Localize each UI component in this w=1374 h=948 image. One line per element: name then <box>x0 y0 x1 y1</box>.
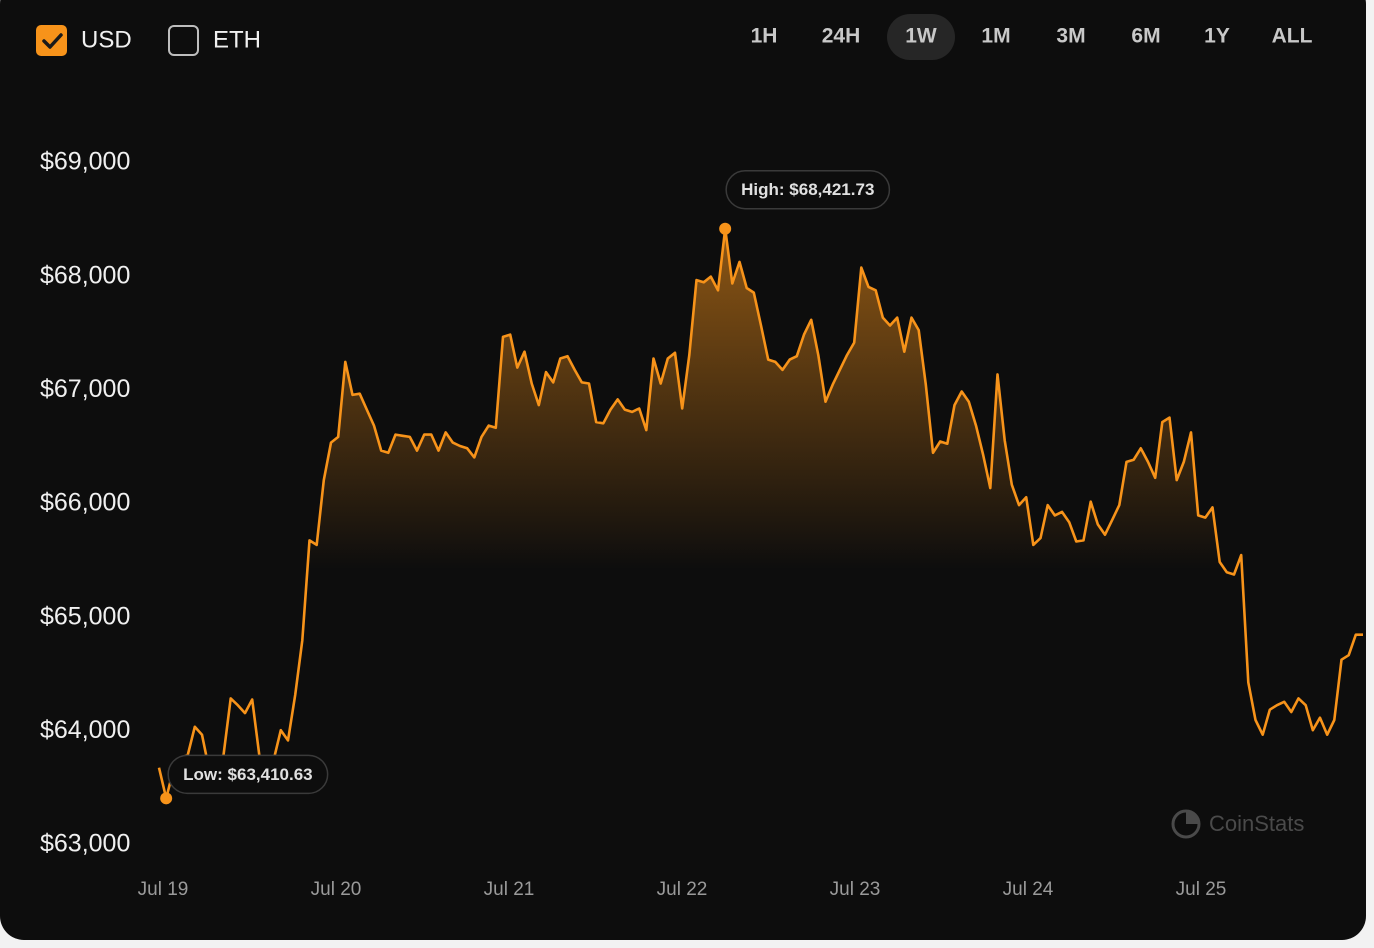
tooltip: Low: $63,410.63 <box>167 754 329 795</box>
check-icon <box>42 33 63 49</box>
range-label[interactable]: 1M <box>981 25 1010 48</box>
currency-toggle[interactable]: ETH <box>168 25 261 56</box>
x-tick-label: Jul 20 <box>311 879 362 900</box>
area-fill <box>159 228 1363 870</box>
currency-toggle[interactable]: USD <box>36 25 132 56</box>
tooltip-label: High: $68,421.73 <box>741 180 874 199</box>
range-button[interactable]: 6M <box>1131 25 1160 48</box>
range-button[interactable]: 1W <box>887 14 955 60</box>
y-tick-label: $64,000 <box>40 716 130 744</box>
range-button[interactable]: ALL <box>1272 25 1313 48</box>
y-tick-label: $69,000 <box>40 148 130 176</box>
currency-label[interactable]: ETH <box>213 26 261 53</box>
range-button[interactable]: 1H <box>751 25 778 48</box>
x-tick-label: Jul 22 <box>657 879 708 900</box>
range-active-bg[interactable] <box>887 14 955 60</box>
range-label[interactable]: 1W <box>905 25 937 48</box>
x-tick-label: Jul 21 <box>484 879 535 900</box>
checkbox[interactable] <box>168 25 199 56</box>
y-tick-label: $65,000 <box>40 602 130 630</box>
range-label[interactable]: 1Y <box>1204 25 1230 48</box>
range-label[interactable]: 24H <box>822 25 861 48</box>
currency-label[interactable]: USD <box>81 26 132 53</box>
range-label[interactable]: 3M <box>1056 25 1085 48</box>
y-tick-label: $66,000 <box>40 489 130 517</box>
range-label[interactable]: 6M <box>1131 25 1160 48</box>
range-label[interactable]: 1H <box>751 25 778 48</box>
range-button[interactable]: 1Y <box>1204 25 1230 48</box>
extreme-dot <box>160 792 173 805</box>
extreme-dot <box>719 222 732 235</box>
tooltip-bg <box>167 754 329 795</box>
y-tick-label: $68,000 <box>40 261 130 289</box>
x-tick-label: Jul 24 <box>1003 879 1054 900</box>
x-tick-label: Jul 19 <box>138 879 189 900</box>
range-button[interactable]: 24H <box>822 25 861 48</box>
x-tick-label: Jul 25 <box>1176 879 1227 900</box>
y-tick-label: $67,000 <box>40 375 130 403</box>
tooltip-bg <box>725 169 891 210</box>
range-label[interactable]: ALL <box>1272 25 1313 48</box>
y-tick-label: $63,000 <box>40 830 130 858</box>
checkbox-checked[interactable] <box>36 25 67 56</box>
range-button[interactable]: 3M <box>1056 25 1085 48</box>
x-tick-label: Jul 23 <box>830 879 881 900</box>
price-line <box>157 227 1363 800</box>
range-button[interactable]: 1M <box>981 25 1010 48</box>
tooltip: High: $68,421.73 <box>725 169 891 210</box>
tooltip-label: Low: $63,410.63 <box>183 765 312 784</box>
